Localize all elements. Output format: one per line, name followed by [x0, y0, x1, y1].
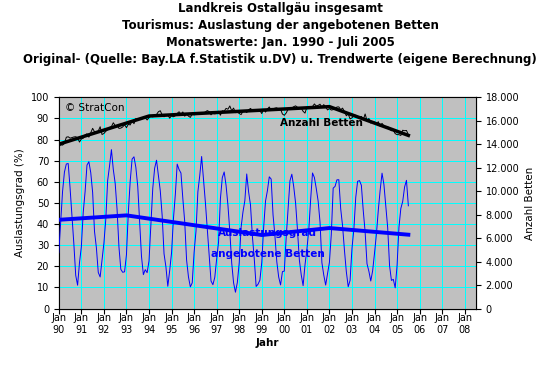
Text: Auslastungsgrad: Auslastungsgrad: [218, 228, 317, 238]
Text: © StratCon: © StratCon: [65, 102, 124, 113]
Text: Landkreis Ostallgäu insgesamt
Tourismus: Auslastung der angebotenen Betten
Monat: Landkreis Ostallgäu insgesamt Tourismus:…: [23, 2, 537, 66]
Y-axis label: Auslastungsgrad (%): Auslastungsgrad (%): [15, 148, 25, 257]
Text: angebotene Betten: angebotene Betten: [211, 249, 324, 260]
X-axis label: Jahr: Jahr: [256, 338, 279, 348]
Y-axis label: Anzahl Betten: Anzahl Betten: [525, 166, 535, 239]
Text: Anzahl Betten: Anzahl Betten: [280, 118, 363, 128]
